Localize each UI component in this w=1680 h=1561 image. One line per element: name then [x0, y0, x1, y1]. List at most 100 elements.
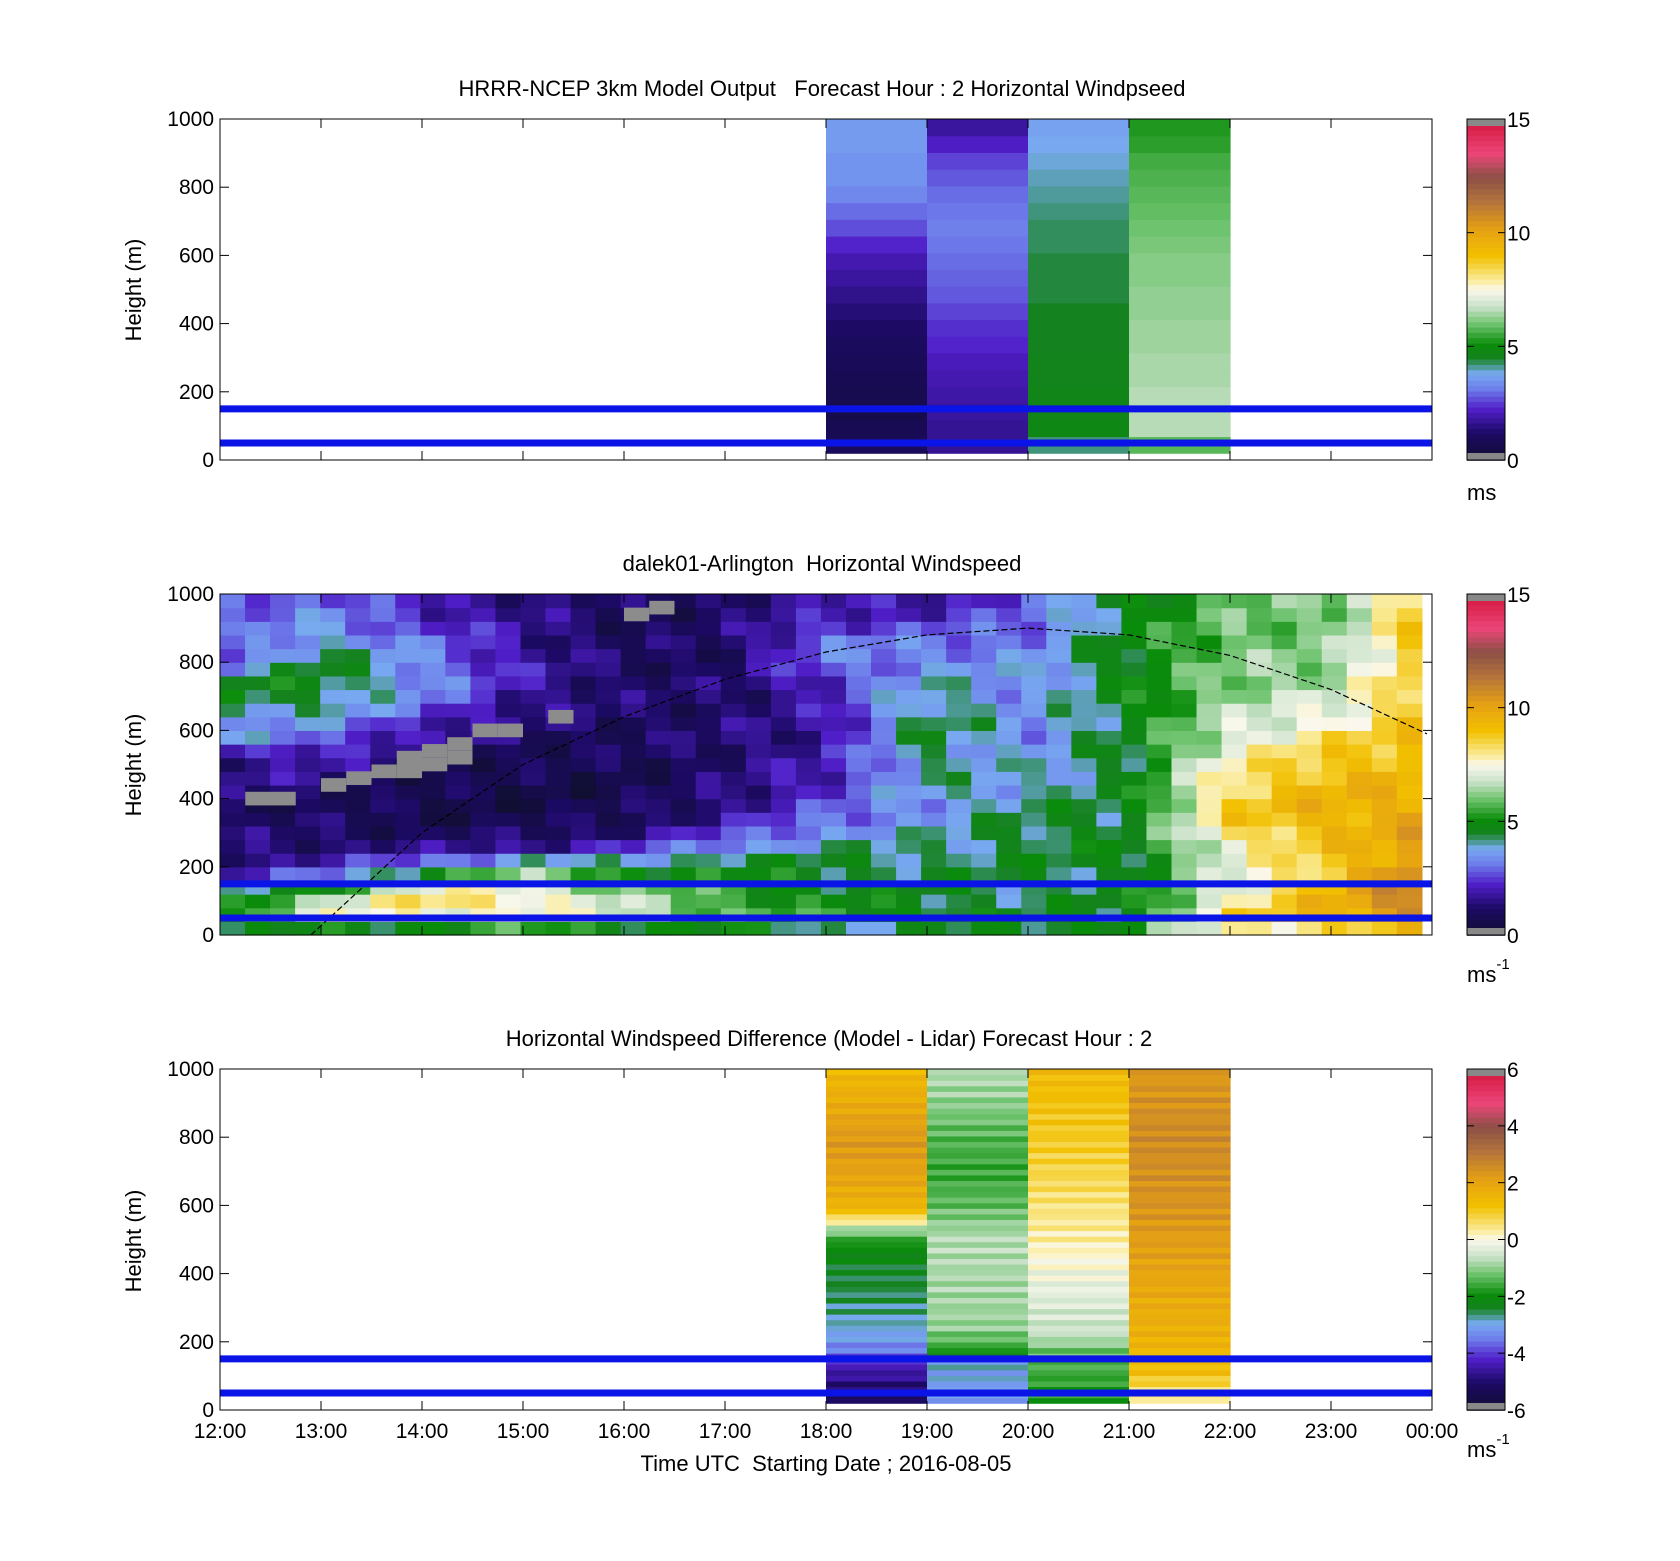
heatmap-cell: [645, 662, 672, 677]
heatmap-cell: [1028, 1130, 1130, 1137]
colorbar-segment: [1467, 1335, 1505, 1342]
heatmap-cell: [645, 703, 672, 718]
heatmap-cell: [645, 689, 672, 704]
heatmap-cell: [1021, 853, 1047, 868]
heatmap-cell: [1129, 1224, 1231, 1232]
heatmap-cell: [1028, 1347, 1130, 1354]
heatmap-cell: [1028, 1174, 1130, 1181]
heatmap-cell: [695, 866, 722, 882]
heatmap-cell: [695, 716, 722, 731]
heatmap-cell: [1246, 757, 1273, 772]
heatmap-cell: [220, 730, 246, 745]
heatmap-cell: [220, 621, 246, 636]
heatmap-cell: [1346, 798, 1373, 813]
heatmap-cell: [420, 853, 446, 868]
heatmap-cell: [420, 621, 446, 636]
heatmap-cell: [1396, 894, 1423, 909]
heatmap-cell: [1321, 675, 1348, 691]
heatmap-cell: [1046, 675, 1072, 691]
heatmap-cell: [1346, 648, 1373, 663]
heatmap-cell: [1246, 853, 1273, 868]
heatmap-cell: [927, 1247, 1029, 1254]
heatmap-cell: [545, 771, 572, 786]
heatmap-cell: [927, 1269, 1029, 1276]
heatmap-cell: [1028, 319, 1130, 337]
heatmap-cell: [1346, 853, 1373, 868]
heatmap-cell: [745, 771, 772, 786]
heatmap-cell: [871, 825, 897, 841]
heatmap-cell: [220, 648, 246, 663]
heatmap-cell: [896, 607, 922, 622]
colorbar-segment: [1467, 1292, 1505, 1299]
heatmap-cell: [595, 894, 622, 909]
heatmap-cell: [1396, 812, 1423, 827]
colorbar-segment: [1467, 198, 1505, 206]
heatmap-cell: [845, 703, 872, 718]
heatmap-cell: [1129, 1102, 1231, 1109]
heatmap-cell: [595, 784, 622, 800]
heatmap-cell: [420, 921, 446, 936]
heatmap-cell: [220, 675, 246, 691]
heatmap-cell: [1396, 757, 1423, 772]
heatmap-cell: [620, 634, 647, 650]
heatmap-cell: [1321, 853, 1348, 868]
heatmap-cell: [720, 634, 747, 650]
heatmap-cell: [770, 798, 797, 813]
heatmap-cell: [1129, 1314, 1231, 1321]
heatmap-cell: [971, 716, 997, 731]
heatmap-cell: [826, 1397, 928, 1404]
heatmap-cell: [520, 812, 547, 827]
heatmap-cell: [826, 1208, 928, 1215]
heatmap-cell: [1321, 607, 1348, 622]
heatmap-cell: [720, 662, 747, 677]
heatmap-cell: [845, 689, 872, 704]
heatmap-cell: [1021, 716, 1047, 731]
heatmap-cell: [1321, 798, 1348, 813]
heatmap-cell: [1196, 730, 1223, 745]
heatmap-cell: [1146, 839, 1173, 854]
colorbar-segment: [1467, 812, 1505, 819]
heatmap-cell: [1129, 1286, 1231, 1293]
heatmap-cell: [670, 662, 697, 677]
heatmap-cell: [245, 634, 271, 650]
heatmap-cell: [645, 853, 672, 868]
heatmap-cell: [795, 744, 822, 759]
colorbar-tick-label: 10: [1507, 698, 1530, 721]
heatmap-cell: [295, 921, 321, 936]
heatmap-cell: [295, 798, 321, 813]
heatmap-cell: [927, 1252, 1029, 1259]
heatmap-cell: [1046, 662, 1072, 677]
heatmap-cell: [770, 812, 797, 827]
heatmap-cell: [345, 812, 371, 827]
colorbar-segment: [1467, 278, 1505, 285]
heatmap-cell: [1129, 1146, 1231, 1154]
heatmap-cell: [1371, 744, 1398, 759]
heatmap-cell: [927, 1369, 1029, 1376]
colorbar-unit: ms-1: [1467, 1431, 1510, 1462]
heatmap-cell: [971, 798, 997, 813]
colorbar-segment: [1467, 903, 1505, 910]
heatmap-cell: [720, 839, 747, 854]
heatmap-cell: [1296, 784, 1323, 800]
colorbar-segment: [1467, 657, 1505, 665]
colorbar-segment: [1467, 716, 1505, 723]
heatmap-cell: [1129, 1336, 1231, 1343]
heatmap-cell: [695, 744, 722, 759]
colorbar-segment: [1467, 609, 1505, 617]
heatmap-cell: [996, 771, 1022, 786]
colorbar-segment: [1467, 1207, 1505, 1214]
heatmap-cell: [896, 921, 922, 936]
heatmap-cell: [1028, 1341, 1130, 1349]
heatmap-cell: [1096, 594, 1123, 609]
heatmap-cell: [795, 921, 822, 936]
heatmap-cell: [826, 1375, 928, 1382]
heatmap-cell: [470, 675, 497, 691]
heatmap-cell: [220, 798, 246, 813]
heatmap-cell: [1121, 730, 1148, 745]
heatmap-cell: [795, 853, 822, 868]
heatmap-cell: [1321, 744, 1348, 759]
colorbar-segment: [1467, 785, 1505, 792]
heatmap-cell: [946, 634, 972, 650]
heatmap-cell: [946, 784, 972, 800]
heatmap-cell: [220, 825, 246, 841]
